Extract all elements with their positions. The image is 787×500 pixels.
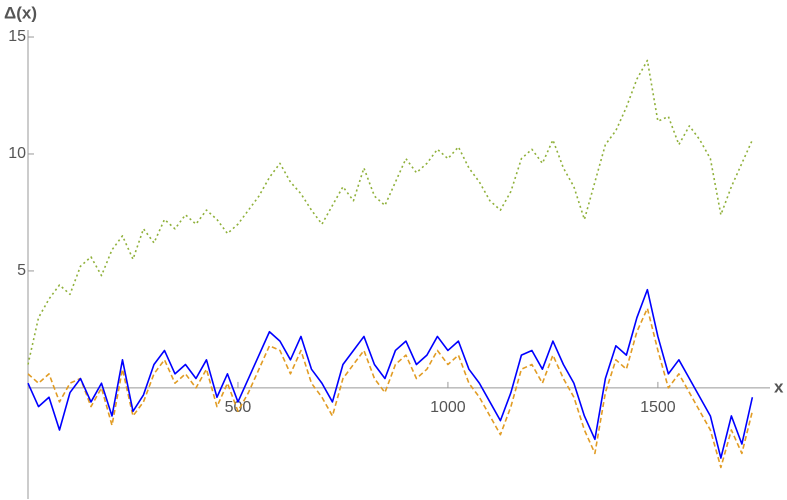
y-tick-label: 15 [8, 28, 26, 45]
y-tick-label: 10 [8, 145, 26, 162]
y-tick-label: 5 [17, 262, 26, 279]
line-series [27, 307, 754, 469]
y-axis-label: Δ(x) [4, 3, 37, 22]
x-axis-label: x [774, 377, 784, 396]
x-tick-label: 500 [225, 399, 252, 416]
line-series [27, 288, 754, 459]
x-tick-label: 1500 [640, 399, 676, 416]
line-series [27, 59, 754, 365]
x-tick-label: 1000 [430, 399, 466, 416]
